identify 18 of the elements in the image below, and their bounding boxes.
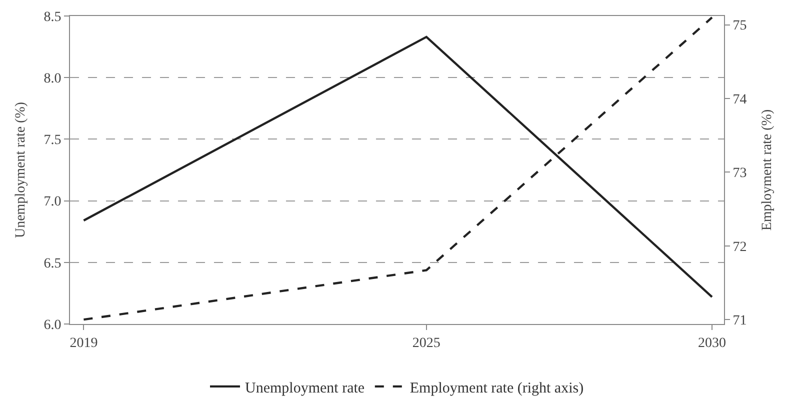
y-tick-label: 8.5 bbox=[44, 10, 62, 25]
y-tick-label: 7.0 bbox=[44, 194, 62, 210]
legend-label: Employment rate (right axis) bbox=[410, 380, 584, 396]
x-tick-label: 2019 bbox=[70, 336, 98, 351]
y2-tick-label: 73 bbox=[732, 166, 747, 182]
y-tick-label: 8.0 bbox=[44, 72, 62, 86]
y-tick-label: 7.5 bbox=[44, 133, 62, 148]
y2-tick-label: 75 bbox=[732, 18, 747, 34]
y-tick-label: 6.0 bbox=[44, 318, 62, 333]
x-tick-label: 2025 bbox=[412, 336, 440, 351]
y2-tick-label: 71 bbox=[732, 313, 747, 328]
y2-tick-label: 72 bbox=[732, 240, 747, 255]
legend-label: Unemployment rate bbox=[245, 380, 365, 396]
y2-axis-title: Employment rate (%) bbox=[760, 109, 776, 231]
x-tick-label: 2030 bbox=[698, 336, 726, 351]
y-axis-title: Unemployment rate (%) bbox=[13, 102, 28, 238]
y-tick-label: 6.5 bbox=[44, 256, 62, 272]
y2-tick-label: 74 bbox=[732, 92, 747, 108]
